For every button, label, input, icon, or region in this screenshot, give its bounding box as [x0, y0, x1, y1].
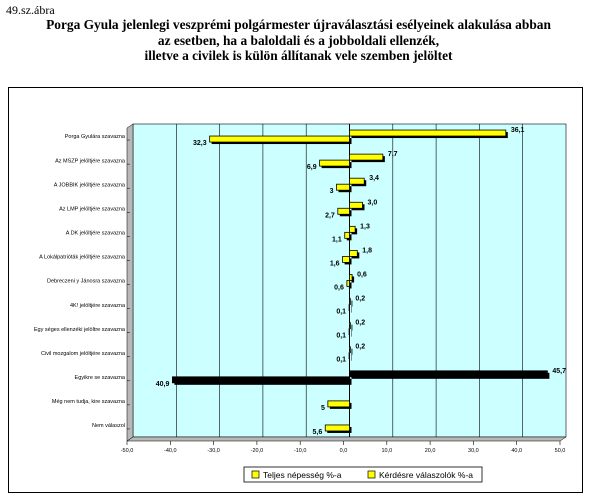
- bar-shadow: [351, 348, 353, 355]
- bar-total-population: [346, 280, 350, 287]
- category-label: Nem válaszol: [92, 423, 125, 429]
- data-label-total-population: 3: [330, 188, 334, 195]
- x-tick-label: -50,0: [121, 448, 134, 454]
- title-line-3: illetve a civilek is külön állítanak vel…: [144, 48, 453, 63]
- data-label-total-population: 0,1: [336, 333, 346, 340]
- bar-total-population: [336, 183, 350, 191]
- data-label-respondents: 0,2: [355, 296, 365, 303]
- bar-respondents: [349, 225, 356, 233]
- data-label-respondents: 0,2: [355, 344, 365, 351]
- data-label-total-population: 1,1: [332, 236, 342, 243]
- category-label: Egy séges ellenzéki jelöltre szavazna: [34, 327, 126, 333]
- data-label-total-population: 1,6: [330, 260, 340, 267]
- data-label-total-population: 5: [321, 405, 325, 412]
- category-label: Az LMP jelöltjére szavazna: [59, 206, 126, 212]
- data-label-respondents: 3,0: [367, 199, 377, 206]
- category-label: Egyikre se szavazna: [75, 375, 126, 381]
- bar-shadow: [351, 324, 353, 331]
- bar-respondents: [349, 201, 363, 209]
- bar-shadow: [351, 276, 355, 283]
- data-label-total-population: 2,7: [325, 212, 335, 219]
- x-tick-label: 50,0: [555, 448, 566, 454]
- category-label: Az MSZP jelöltjére szavazna: [55, 158, 126, 164]
- bar-total-population: [209, 135, 350, 143]
- title-line-2: az esetben, ha a baloldali és a jobbolda…: [157, 32, 440, 48]
- category-label: Civil mozgalom jelöltjére szavazna: [41, 351, 126, 357]
- x-tick-label: -40,0: [164, 448, 177, 454]
- data-label-respondents: 1,3: [360, 223, 370, 230]
- plot-side-wall: [126, 123, 134, 442]
- data-label-respondents: 36,1: [511, 127, 525, 134]
- category-label: Debreczeni y Jánosra szavazna: [47, 279, 126, 285]
- bar-respondents: [349, 274, 353, 281]
- legend-swatch: [251, 470, 260, 479]
- x-tick-label: 30,0: [468, 448, 479, 454]
- x-tick-label: -10,0: [294, 448, 307, 454]
- bar-respondents: [349, 298, 351, 305]
- data-label-total-population: 40,9: [156, 381, 170, 388]
- legend-item-total-population: Teljes népesség %-a: [263, 470, 342, 480]
- figure-number: 49.sz.ábra: [6, 3, 55, 17]
- category-label: A DK jelöltjére szavazna: [66, 231, 126, 237]
- bar-shadow: [351, 300, 353, 307]
- bar-total-population: [342, 256, 350, 263]
- category-label: Még nem tudja, kire szavazna: [52, 399, 126, 405]
- bar-respondents: [349, 153, 384, 161]
- category-label: A Lokálpatrióták jelöltjére szavazna: [39, 255, 126, 261]
- bar-total-population: [172, 376, 350, 384]
- category-label: A JOBBIK jelöltjére szavazna: [54, 182, 126, 188]
- x-tick-label: 10,0: [381, 448, 392, 454]
- x-tick-label: 0,0: [340, 448, 348, 454]
- data-label-respondents: 0,6: [357, 272, 367, 279]
- chart-title: Porga Gyula jelenlegi veszprémi polgárme…: [0, 17, 597, 64]
- bar-respondents: [349, 346, 351, 354]
- bar-respondents: [349, 370, 548, 378]
- title-line-1: Porga Gyula jelenlegi veszprémi polgárme…: [46, 17, 551, 32]
- data-label-respondents: 3,4: [369, 175, 379, 182]
- legend-item-respondents: Kérdésre válaszolók %-a: [379, 470, 473, 480]
- data-label-respondents: 1,8: [362, 247, 372, 254]
- x-tick-label: 40,0: [511, 448, 522, 454]
- legend-box: [243, 466, 483, 483]
- bar-shadow: [348, 282, 352, 289]
- chart-frame: [8, 87, 583, 493]
- bar-respondents: [349, 322, 351, 330]
- bar-respondents: [349, 177, 365, 185]
- data-label-respondents: 7,7: [388, 151, 398, 158]
- bar-respondents: [349, 129, 507, 137]
- bar-total-population: [327, 400, 350, 408]
- bar-total-population: [344, 231, 350, 239]
- data-label-total-population: 32,3: [193, 140, 207, 147]
- plot-floor: [126, 436, 567, 442]
- data-label-total-population: 0,6: [334, 285, 344, 292]
- data-label-respondents: 45,7: [552, 368, 566, 375]
- x-tick-label: -30,0: [207, 448, 220, 454]
- data-label-total-population: 0,1: [336, 357, 346, 364]
- legend-swatch: [367, 470, 376, 479]
- bar-total-population: [337, 207, 350, 215]
- category-label: 4K! jelöltjére szavazna: [70, 303, 126, 309]
- bar-total-population: [319, 159, 350, 167]
- data-label-respondents: 0,2: [355, 320, 365, 327]
- data-label-total-population: 6,9: [307, 164, 317, 171]
- x-tick-label: 20,0: [425, 448, 436, 454]
- category-label: Porga Gyulára szavazna: [65, 134, 126, 140]
- bar-respondents: [349, 250, 358, 257]
- data-label-total-population: 5,6: [313, 429, 323, 436]
- bar-total-population: [324, 424, 350, 432]
- x-tick-label: -20,0: [251, 448, 264, 454]
- data-label-total-population: 0,1: [336, 309, 346, 316]
